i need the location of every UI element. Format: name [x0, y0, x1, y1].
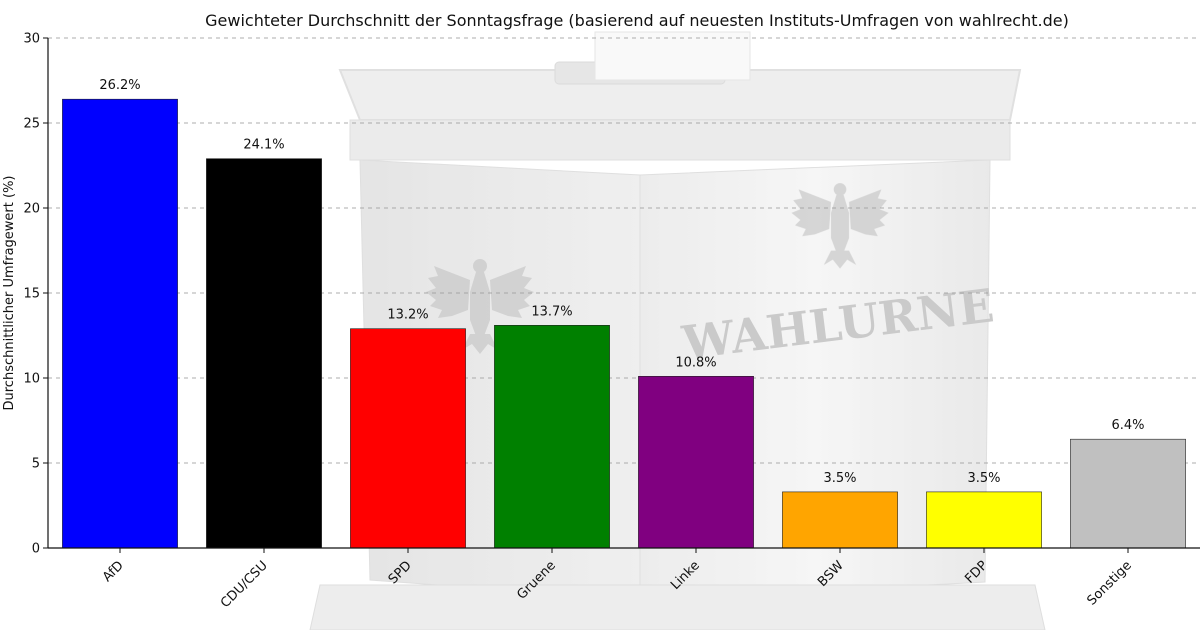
bar-gruene — [494, 324, 610, 549]
y-tick-label: 10 — [23, 372, 40, 387]
data-label: 3.5% — [823, 471, 856, 486]
bar-linke — [638, 375, 754, 549]
bar-sonstige — [1070, 438, 1186, 549]
bar-bsw — [782, 491, 898, 549]
data-label: 10.8% — [675, 355, 716, 370]
y-tick-label: 20 — [23, 202, 40, 217]
x-tick-label: CDU/CSU — [218, 558, 271, 611]
data-label: 26.2% — [99, 78, 140, 93]
y-tick-label: 15 — [23, 287, 40, 302]
bar-fdp — [926, 491, 1042, 549]
y-axis-label: Durchschnittlicher Umfragewert (%) — [2, 175, 17, 410]
data-label: 24.1% — [243, 138, 284, 153]
x-tick-label: AfD — [100, 558, 127, 585]
y-tick-label: 30 — [23, 32, 40, 47]
x-tick-label: Sonstige — [1084, 558, 1134, 608]
bar-cdu-csu — [206, 158, 322, 549]
data-label: 3.5% — [967, 471, 1000, 486]
data-label: 6.4% — [1111, 418, 1144, 433]
chart-title: Gewichteter Durchschnitt der Sonntagsfra… — [205, 11, 1069, 30]
bar-spd — [350, 328, 466, 549]
y-tick-label: 25 — [23, 117, 40, 132]
y-tick-label: 0 — [32, 542, 40, 557]
data-label: 13.2% — [387, 308, 428, 323]
data-label: 13.7% — [531, 304, 572, 319]
y-tick-label: 5 — [32, 457, 40, 472]
bars: 26.2% 24.1% 13.2% 13.7% 10.8% 3.5% 3.5% 6.4% — [62, 78, 1186, 549]
bar-afd — [62, 98, 178, 549]
